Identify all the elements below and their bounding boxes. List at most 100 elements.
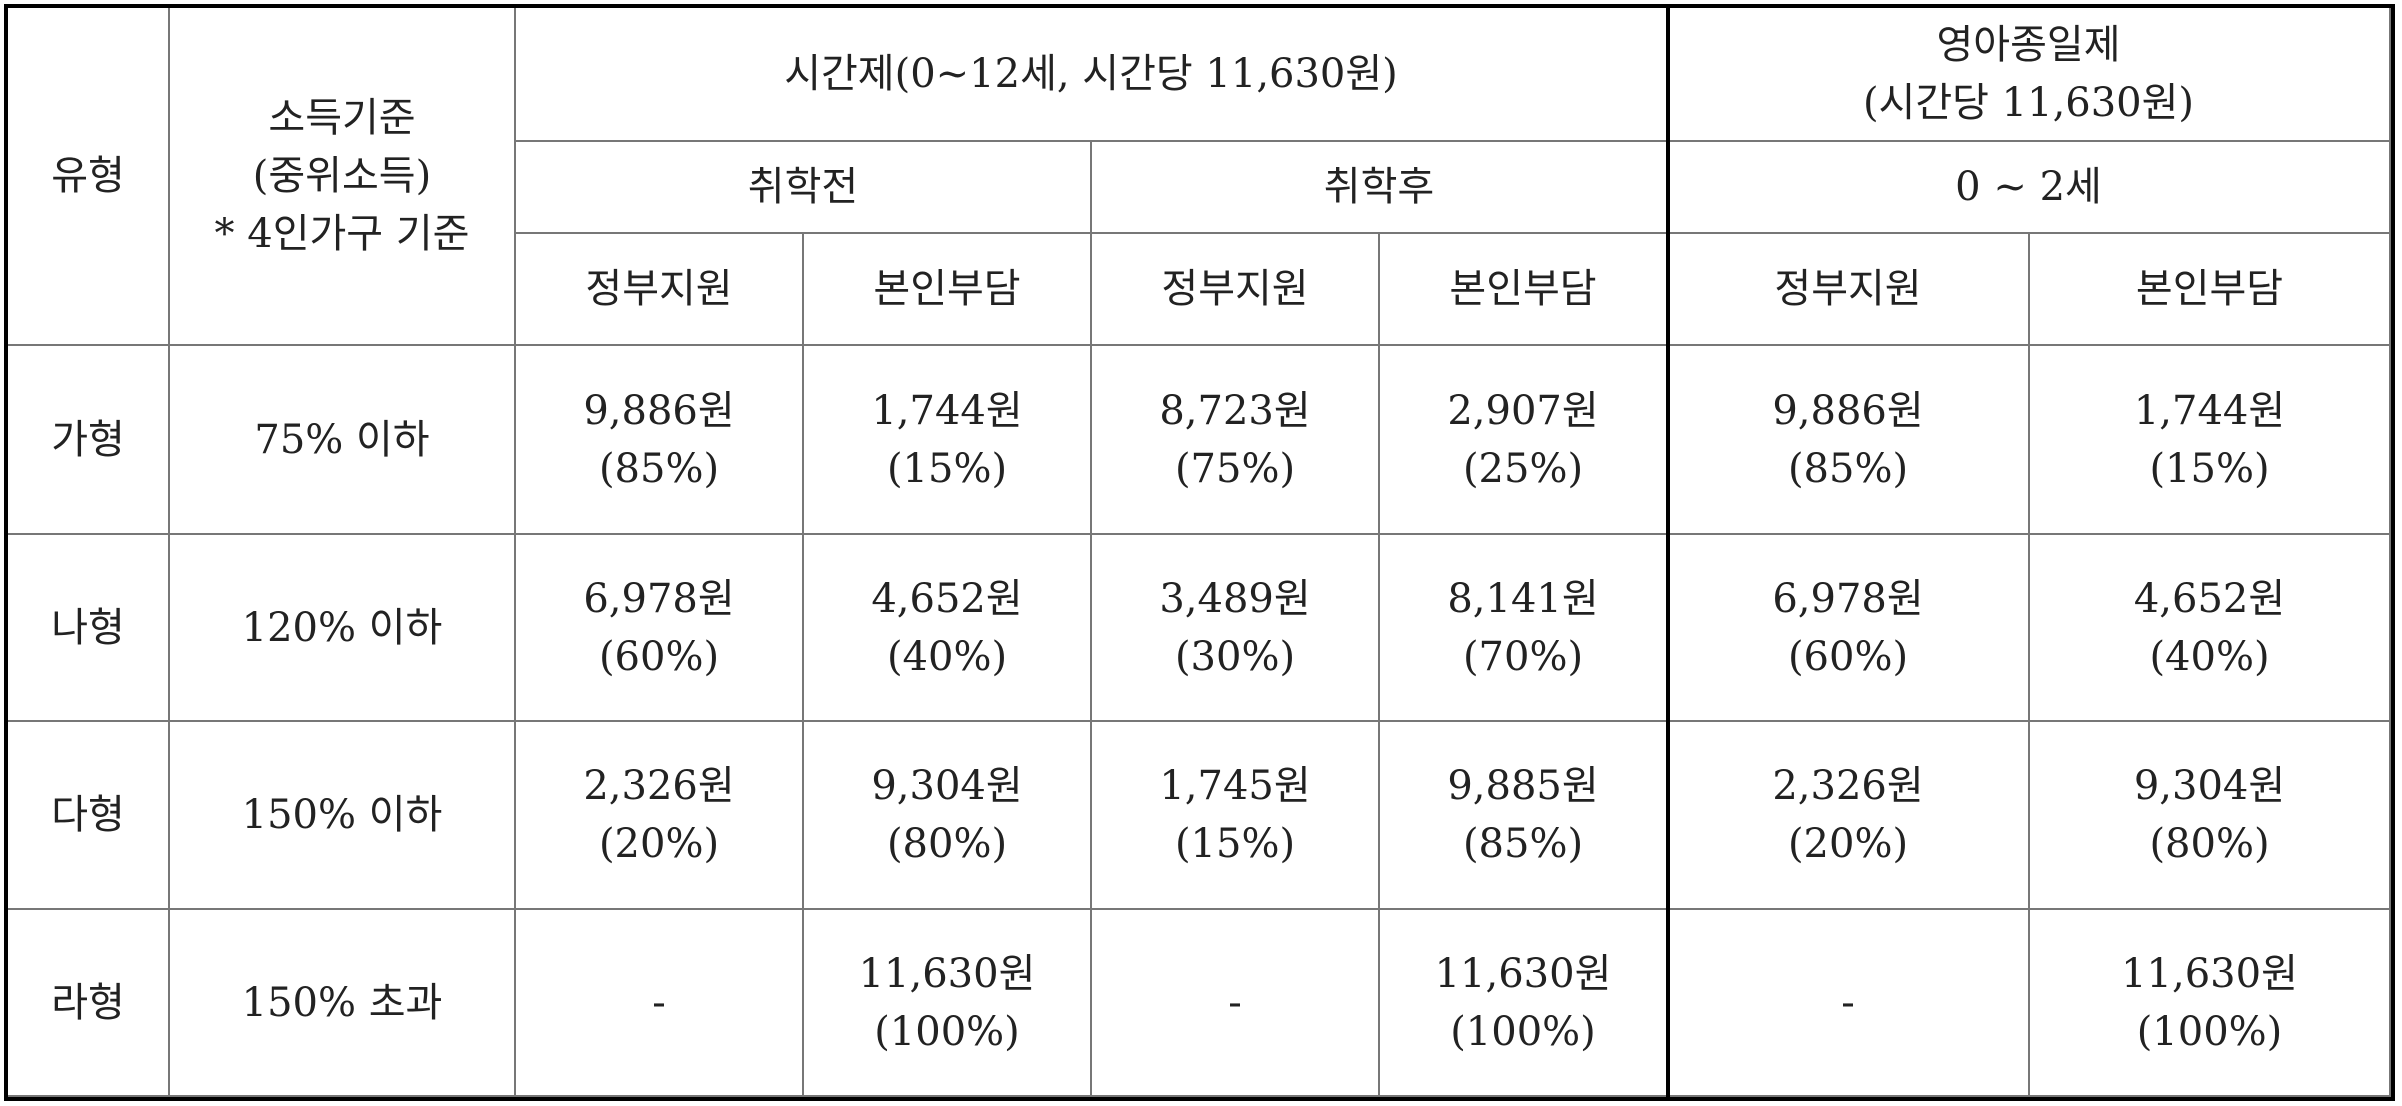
type-cell: 가형 <box>8 346 170 535</box>
cell-text: 3,489원 <box>1159 575 1311 622</box>
amount-cell: 11,630원 (100%) <box>804 910 1092 1097</box>
cell-text: 영아종일제 <box>1936 22 2121 68</box>
cell-text: 본인부담 <box>873 266 1021 312</box>
income-cell: 150% 초과 <box>170 910 516 1097</box>
cell-text: (80%) <box>2149 821 2270 867</box>
amount-cell: 6,978원 (60%) <box>1668 535 2030 722</box>
cell-text: 라형 <box>51 979 125 1026</box>
divider <box>1666 4 1670 1101</box>
cell-text: (75%) <box>1174 445 1296 492</box>
after-school-header: 취학후 <box>1092 142 1668 234</box>
type-header: 유형 <box>8 8 170 346</box>
amount-cell: 8,723원 (75%) <box>1092 346 1380 535</box>
cell-text: 시간제(0~12세, 시간당 11,630원) <box>784 51 1398 97</box>
cell-text: 4,652원 <box>2133 575 2286 622</box>
amount-cell: 8,141원 (70%) <box>1380 535 1668 722</box>
cell-text: 2,907원 <box>1447 387 1599 434</box>
cell-text: (15%) <box>2149 445 2270 492</box>
amount-cell: 4,652원 (40%) <box>804 535 1092 722</box>
cell-text: 취학전 <box>747 164 859 210</box>
cell-text: (60%) <box>598 633 720 680</box>
amount-cell: 9,885원 (85%) <box>1380 722 1668 910</box>
sub-header: 본인부담 <box>804 234 1092 346</box>
cell-text: (15%) <box>886 445 1008 492</box>
cell-text: 1,745원 <box>1159 763 1311 809</box>
cell-text: (20%) <box>598 821 720 867</box>
amount-cell: 2,326원 (20%) <box>516 722 804 910</box>
cell-text: (40%) <box>2149 633 2270 680</box>
cell-text: 8,723원 <box>1159 387 1311 434</box>
cell-text: 8,141원 <box>1447 575 1599 622</box>
cell-text: (25%) <box>1462 445 1584 492</box>
cell-text: (중위소득) <box>252 153 432 199</box>
income-cell: 120% 이하 <box>170 535 516 722</box>
cell-text: 9,886원 <box>583 387 735 434</box>
cell-text: (100%) <box>874 1008 1020 1055</box>
cell-text: 120% 이하 <box>241 604 443 651</box>
amount-cell: 9,304원 (80%) <box>2030 722 2391 910</box>
cell-text: 다형 <box>51 792 125 838</box>
amount-cell: 2,907원 (25%) <box>1380 346 1668 535</box>
cell-text: (30%) <box>1174 633 1296 680</box>
cell-text: 가형 <box>51 416 125 463</box>
amount-cell: 4,652원 (40%) <box>2030 535 2391 722</box>
cell-text: (60%) <box>1787 633 1909 680</box>
cell-text: 소득기준 <box>268 95 416 141</box>
cell-text: 150% 이하 <box>241 792 443 838</box>
sub-header: 본인부담 <box>1380 234 1668 346</box>
cell-text: 11,630원 <box>1434 950 1612 997</box>
cell-text: (85%) <box>1787 445 1909 492</box>
cell-text: 본인부담 <box>2135 266 2284 312</box>
cell-text: - <box>1841 979 1855 1026</box>
cell-text: 2,326원 <box>1772 763 1924 809</box>
cell-text: (15%) <box>1174 821 1296 867</box>
cell-text: 9,885원 <box>1447 763 1599 809</box>
sub-header: 정부지원 <box>1092 234 1380 346</box>
type-cell: 나형 <box>8 535 170 722</box>
before-school-header: 취학전 <box>516 142 1092 234</box>
cell-text: 9,304원 <box>871 763 1023 809</box>
cell-text: 4,652원 <box>871 575 1023 622</box>
cell-text: (시간당 11,630원) <box>1862 80 2195 126</box>
income-header: 소득기준 (중위소득) * 4인가구 기준 <box>170 8 516 346</box>
cell-text: 나형 <box>51 604 125 651</box>
cell-text: (70%) <box>1462 633 1584 680</box>
cell-text: - <box>1228 979 1242 1026</box>
cell-text: 75% 이하 <box>254 416 430 463</box>
type-cell: 다형 <box>8 722 170 910</box>
amount-cell: 1,745원 (15%) <box>1092 722 1380 910</box>
amount-cell: 2,326원 (20%) <box>1668 722 2030 910</box>
amount-cell: 6,978원 (60%) <box>516 535 804 722</box>
cell-text: 유형 <box>51 153 125 199</box>
cell-text: 11,630원 <box>2121 950 2298 997</box>
amount-cell: 9,304원 (80%) <box>804 722 1092 910</box>
sub-header: 정부지원 <box>1668 234 2030 346</box>
cell-text: (20%) <box>1787 821 1909 867</box>
amount-cell: - <box>1668 910 2030 1097</box>
amount-cell: 11,630원 (100%) <box>1380 910 1668 1097</box>
amount-cell: 9,886원 (85%) <box>1668 346 2030 535</box>
cell-text: 정부지원 <box>1774 266 1922 312</box>
cell-text: (85%) <box>1462 821 1584 867</box>
income-cell: 150% 이하 <box>170 722 516 910</box>
type-cell: 라형 <box>8 910 170 1097</box>
amount-cell: 9,886원 (85%) <box>516 346 804 535</box>
amount-cell: 3,489원 (30%) <box>1092 535 1380 722</box>
cell-text: 6,978원 <box>583 575 735 622</box>
cell-text: 150% 초과 <box>241 979 443 1026</box>
cell-text: 취학후 <box>1323 164 1435 210</box>
cell-text: (85%) <box>598 445 720 492</box>
cell-text: 9,304원 <box>2133 763 2286 809</box>
cell-text: 1,744원 <box>2133 387 2286 434</box>
amount-cell: - <box>516 910 804 1097</box>
cell-text: (100%) <box>2136 1008 2283 1055</box>
cell-text: 정부지원 <box>585 266 733 312</box>
cell-text: 11,630원 <box>858 950 1036 997</box>
amount-cell: 11,630원 (100%) <box>2030 910 2391 1097</box>
cell-text: (40%) <box>886 633 1008 680</box>
cell-text: 9,886원 <box>1772 387 1924 434</box>
cell-text: 0 ~ 2세 <box>1955 164 2102 210</box>
cell-text: - <box>652 979 666 1026</box>
cell-text: 본인부담 <box>1449 266 1597 312</box>
